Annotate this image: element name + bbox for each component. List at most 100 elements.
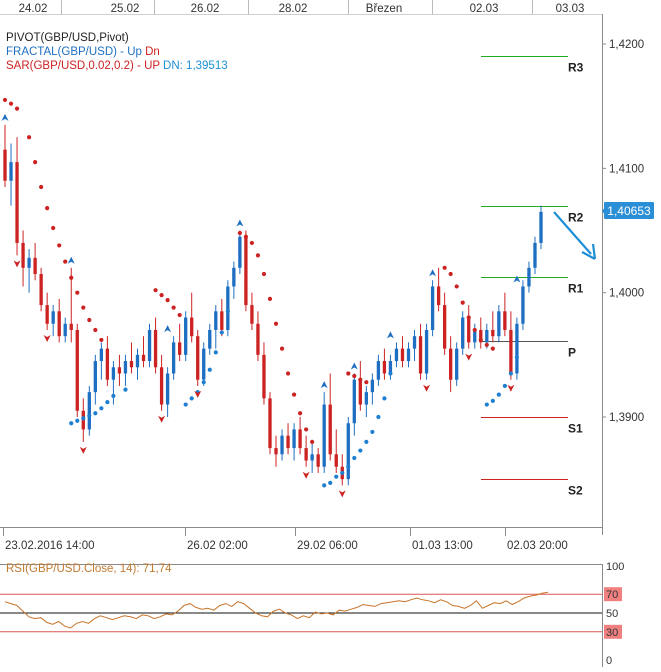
sar-dot-up [105,399,110,405]
candle-body [527,267,531,287]
bottom-date-label: 23.02.2016 14:00 [5,540,95,552]
rsi-tick-label: 50 [606,608,618,620]
sar-dot-up [334,474,339,479]
sar-dot-down [249,240,255,246]
legend-fractal-name: FRACTAL(GBP/USD) [6,46,117,58]
legend-fractal: FRACTAL(GBP/USD) - Up Dn [6,46,160,58]
legend-sar-sep: - [134,60,144,72]
candle-body [310,454,314,461]
candle-body [521,286,525,324]
sar-dot-down [93,327,98,333]
sar-dot-up [352,455,357,461]
current-price-badge-bg [604,202,654,219]
candle-body [250,305,254,324]
candle-body [244,236,248,306]
fractal-up-marker [386,331,394,339]
sar-dot-up [111,393,116,398]
candle-body [442,305,447,349]
sar-dot-up [93,411,98,416]
sar-dot-up [490,398,495,403]
sar-dot-down [153,288,158,293]
rsi-line [4,591,549,629]
sar-dot-up [508,371,513,376]
candle-body [412,336,417,349]
sar-dot-up [358,448,363,453]
forecast-arrow-head [581,243,597,260]
legend-fractal-dn: Dn [145,46,160,58]
price-tick-label: 1,4100 [609,163,644,175]
sar-dot-down [285,371,291,376]
candle-body [45,305,49,324]
bottom-date-label: 26.02 02:00 [187,540,248,552]
forecast-arrow [553,211,597,260]
candle-body [21,242,25,268]
legend-sar-dn: DN: 1,39513 [163,60,228,72]
top-date-label: 26.02 [191,3,220,15]
legend-sar-name: SAR(GBP/USD,0.02,0.2) [6,60,134,72]
candle-body [491,329,495,337]
sar-dot-up [189,396,194,401]
sar-dot-up [87,413,92,418]
sar-dot-down [364,380,369,385]
legend-sar-up: UP [144,60,160,72]
sar-dot-down [454,284,459,289]
candle-body [63,323,67,337]
bottom-date-label: 29.02 06:00 [297,540,358,552]
sar-dot-up [514,355,520,360]
sar-dot-down [33,160,38,165]
rsi-tick-label: 70 [606,589,618,601]
pivot-lines: R3 R2 R1 P S1 S2 [481,56,584,498]
sar-dots [2,97,520,488]
pivot-label-s1: S1 [568,422,583,436]
candle-body [99,348,104,362]
fractal-down-marker [465,353,473,361]
candle-body [334,454,338,467]
candle-body [497,311,501,337]
sar-dot-down [478,337,483,343]
candle-body [196,336,200,380]
candle-body [135,354,140,368]
sar-dot-up [69,421,74,426]
top-date-label: 28.02 [279,3,308,15]
fractal-up-marker [350,362,358,370]
sar-dot-up [328,480,333,485]
candle-body [256,323,260,355]
rsi-tick-label: 100 [606,561,624,573]
fractal-up-marker [1,113,9,121]
candles [3,124,543,486]
rsi-tick-box-30 [604,624,622,639]
candle-body [232,267,236,287]
fractal-down-marker [302,471,310,479]
candle-body [141,354,146,362]
candle-body [328,404,332,455]
candle-body [316,454,320,467]
candle-body [75,329,79,411]
fractal-up-marker [67,256,75,264]
candle-body [394,348,399,362]
top-date-label: Březen [366,3,402,15]
current-price-badge: 1,40653 [602,202,654,219]
price-tick-label: 1,4200 [609,39,644,51]
candle-body [424,329,429,374]
candle-body [214,311,218,330]
sar-dot-down [310,439,315,444]
candle-body [105,348,110,380]
fractal-up-marker [513,275,521,283]
rsi-tick-label: 30 [606,627,618,639]
forecast-arrow-shaft [553,211,592,255]
sar-dot-down [298,411,303,416]
sar-dot-down [159,293,164,298]
top-date-label: 25.02 [111,3,140,15]
pivot-label-r1: R1 [568,282,584,296]
candle-body [533,242,537,268]
candle-body [226,286,230,330]
fractal-up-marker [320,381,328,389]
price-tick-label: 1,4000 [609,288,644,300]
sar-dot-down [472,327,477,333]
candle-body [509,329,513,374]
sar-dot-down [177,312,182,318]
legend-pivot: PIVOT(GBP/USD,Pivot) [6,32,129,44]
candle-body [87,392,91,430]
rsi-tick-label: 0 [606,655,612,667]
